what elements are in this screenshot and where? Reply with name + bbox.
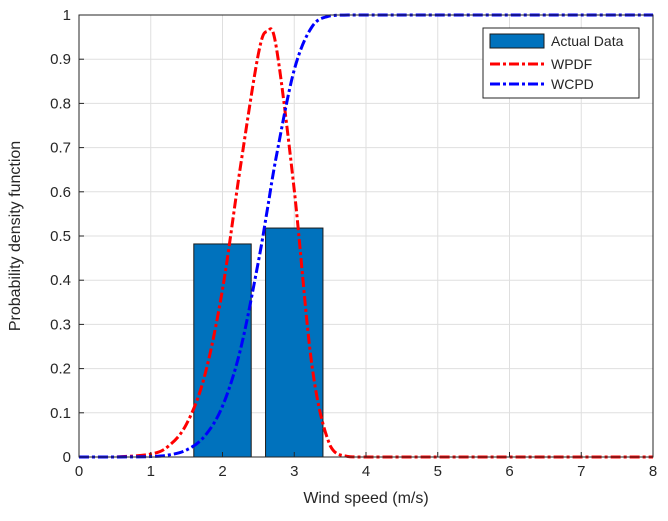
bars [193,227,324,458]
x-tick-label: 2 [218,463,226,480]
y-tick-label: 0.4 [50,272,71,289]
x-tick-label: 7 [577,463,585,480]
y-tick-label: 0.7 [50,140,71,157]
y-tick-label: 0.9 [50,51,71,68]
y-axis-label: Probability density function [7,141,24,331]
y-tick-label: 1 [63,7,71,24]
legend: Actual Data WPDF WCPD [482,27,640,99]
y-tick-label: 0.5 [50,228,71,245]
x-tick-label: 5 [434,463,442,480]
x-tick-label: 4 [362,463,370,480]
legend-label: WPDF [551,56,592,72]
y-tick-label: 0.3 [50,316,71,333]
x-tick-label: 1 [147,463,155,480]
legend-label: Actual Data [551,33,624,49]
x-tick-label: 0 [75,463,83,480]
x-tick-label: 3 [290,463,298,480]
x-tick-label: 8 [649,463,657,480]
y-tick-label: 0 [63,449,71,466]
x-axis-label: Wind speed (m/s) [303,490,428,507]
legend-swatch-bar [489,33,545,49]
y-tick-label: 0.6 [50,184,71,201]
bar [265,227,324,458]
y-tick-label: 0.2 [50,361,71,378]
grid [78,14,654,458]
y-tick-label: 0.8 [50,95,71,112]
bar [193,243,252,458]
y-tick-label: 0.1 [50,405,71,422]
legend-label: WCPD [551,76,594,92]
x-tick-label: 6 [505,463,513,480]
ticks: 0 1 2 3 4 5 6 7 8 0 0.1 0.2 0.3 0.4 0.5 0.6 0.7 0.8 0.9 1 [50,7,657,480]
